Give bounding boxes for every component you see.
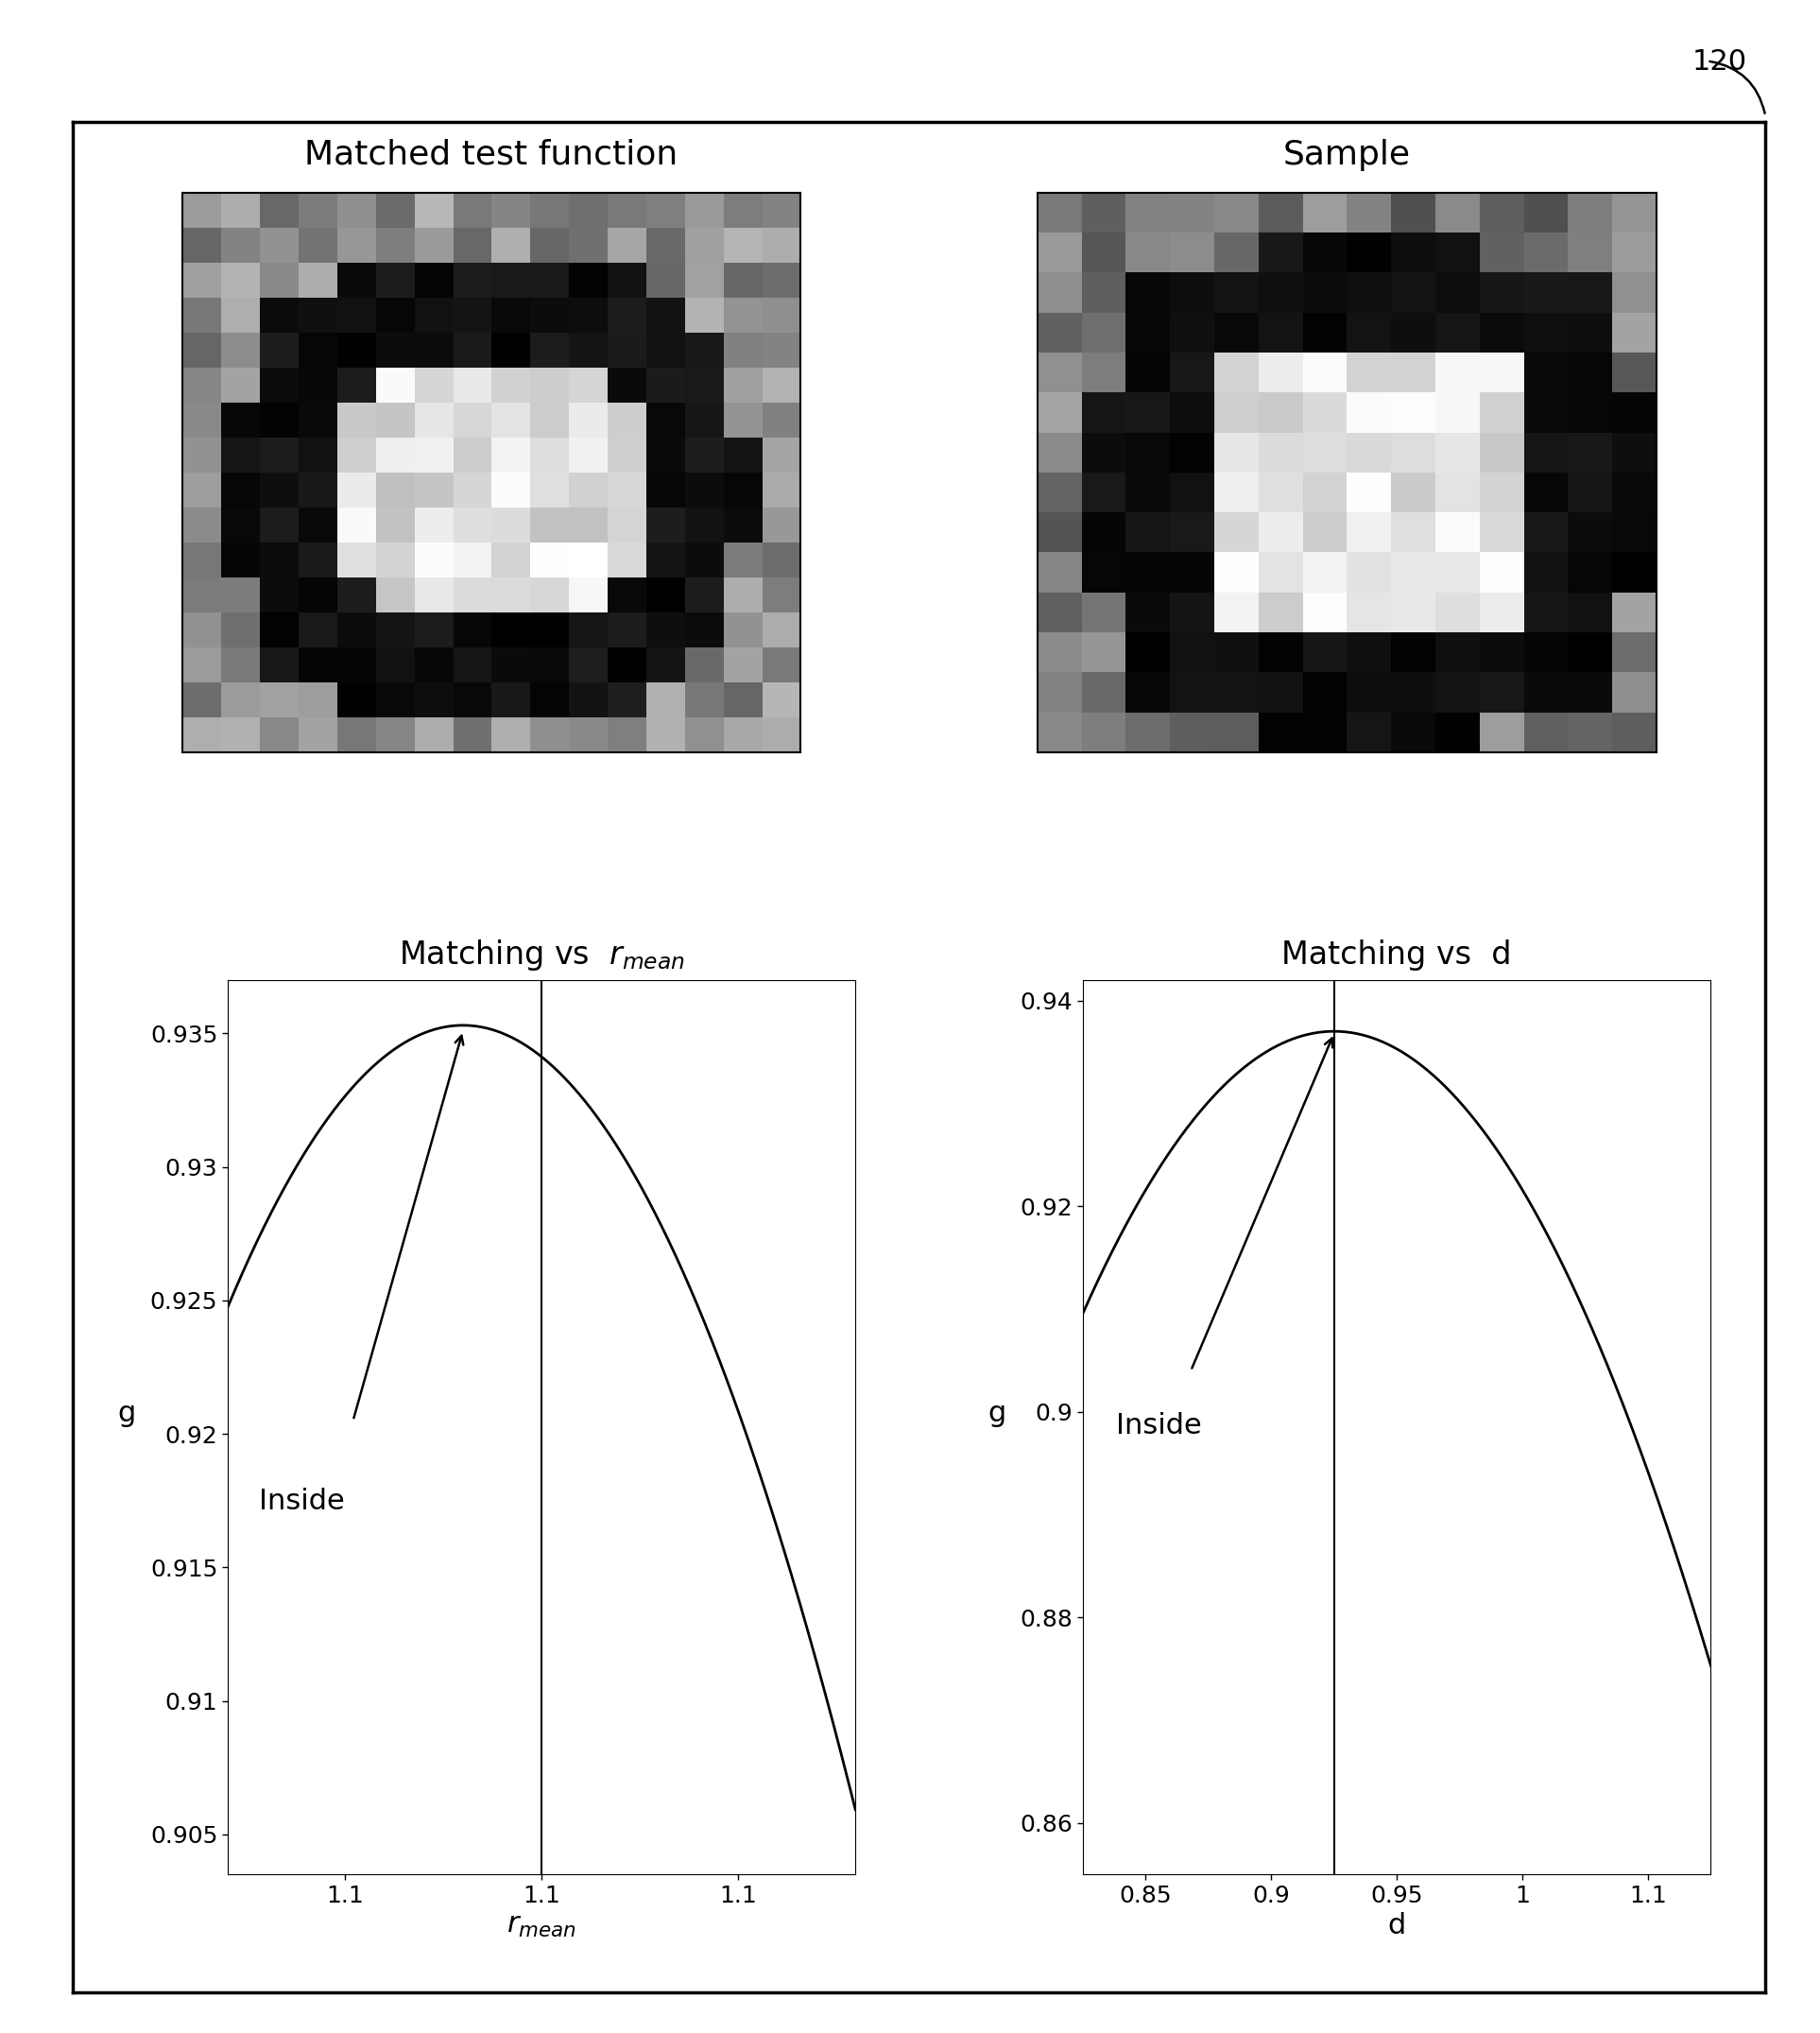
- Text: 120: 120: [1693, 49, 1747, 75]
- Text: Inside: Inside: [1116, 1411, 1201, 1439]
- Title: Matching vs  $r_{mean}$: Matching vs $r_{mean}$: [399, 937, 684, 972]
- X-axis label: d: d: [1389, 1913, 1405, 1939]
- Y-axis label: g: g: [988, 1401, 1006, 1427]
- Y-axis label: g: g: [116, 1401, 135, 1427]
- Text: Matched test function: Matched test function: [304, 138, 679, 171]
- Title: Matching vs  d: Matching vs d: [1281, 939, 1512, 972]
- Text: Sample: Sample: [1283, 138, 1410, 171]
- X-axis label: $r_{mean}$: $r_{mean}$: [506, 1913, 577, 1939]
- Text: Inside: Inside: [258, 1488, 344, 1515]
